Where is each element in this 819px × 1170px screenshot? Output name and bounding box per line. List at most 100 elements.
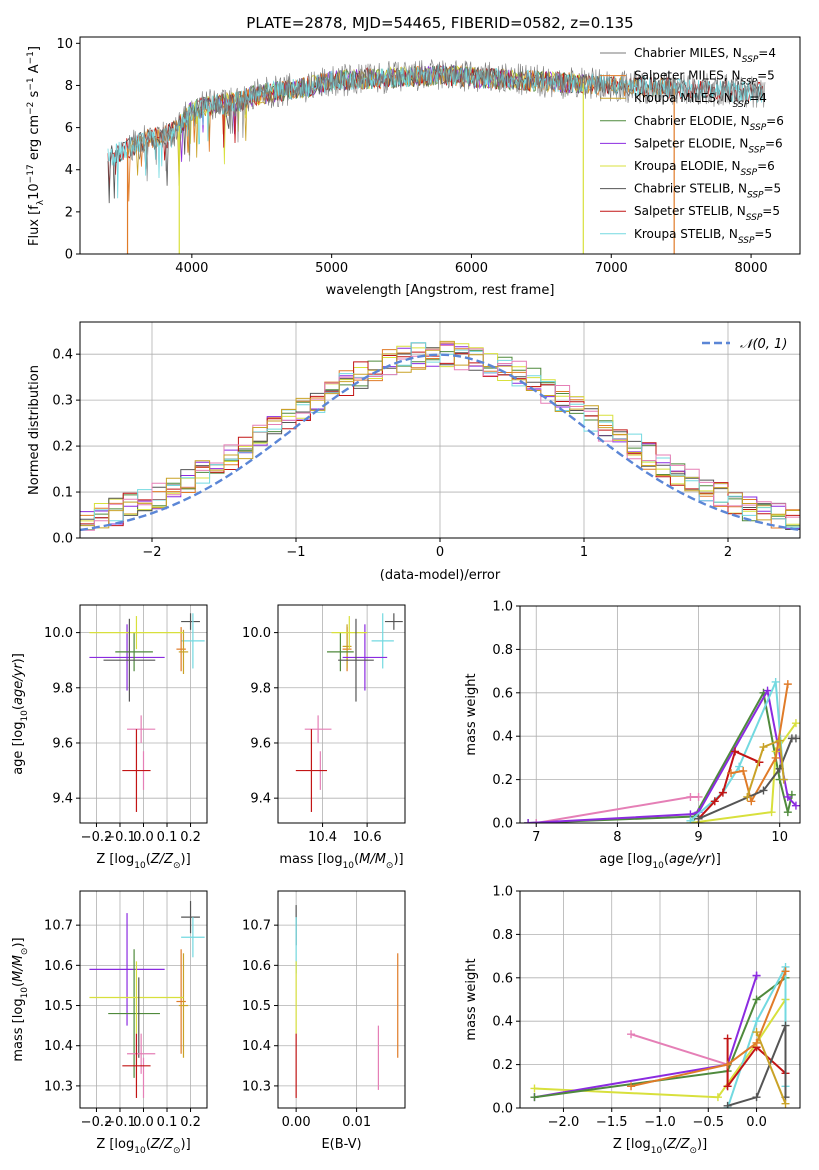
x-tick-label: −0.2 [81, 1115, 113, 1130]
label-part: Z/Z [150, 852, 174, 867]
weight-marker [791, 719, 800, 728]
axes-frame [277, 604, 406, 824]
x-tick-label: 0 [436, 545, 444, 560]
x-axis-label: mass [log10(M/M⊙)] [279, 852, 403, 871]
x-tick-label: −0.5 [692, 1115, 724, 1130]
y-tick-label: 1.0 [492, 885, 513, 900]
x-tick-label: 0.0 [746, 1115, 767, 1130]
x-axis-label: (data-model)/error [380, 568, 501, 583]
y-tick-label: 10.6 [44, 959, 73, 974]
plot-area [295, 905, 399, 1098]
y-axis-label: Normed distribution [27, 365, 42, 495]
weight-marker [771, 677, 780, 686]
x-tick-label: 10.6 [353, 830, 382, 845]
weight-marker [735, 762, 744, 771]
label-part: =5 [757, 69, 775, 83]
y-tick-label: 10.3 [44, 1079, 73, 1094]
label-part: age [log [11, 722, 26, 775]
label-part: ⊙ [689, 1146, 697, 1156]
spectrum-line-chab_stelib [107, 64, 763, 204]
x-axis-label: wavelength [Angstrom, rest frame] [326, 283, 555, 298]
weight-marker [771, 753, 780, 762]
label-part: 10 [20, 987, 30, 999]
x-tick-label: 0.0 [133, 1115, 154, 1130]
weight-line-salp_elodie [534, 975, 758, 1099]
y-axis-label: mass weight [464, 958, 479, 1040]
label-part: mass [log [11, 998, 26, 1061]
x-tick-label: 0.1 [157, 830, 178, 845]
weight-marker [718, 788, 727, 797]
y-tick-label: 0 [65, 248, 73, 263]
x-tick-label: −0.1 [104, 830, 136, 845]
label-part: SSP [750, 123, 767, 133]
label-part: s [27, 90, 42, 101]
label-part: A [27, 64, 42, 77]
legend-label: Salpeter STELIB, NSSP=5 [634, 204, 780, 223]
legend-label: Kroupa STELIB, NSSP=5 [634, 227, 772, 246]
plot-area [295, 613, 403, 812]
y-tick-label: 0.0 [492, 1102, 513, 1117]
label-part: −1 [26, 51, 36, 64]
weight-marker [747, 797, 756, 806]
weight-marker [723, 1082, 732, 1091]
legend-label: Salpeter MILES, NSSP=5 [634, 69, 775, 88]
legend-label: Chabrier ELODIE, NSSP=6 [634, 114, 784, 133]
x-tick-label: 0.2 [180, 1115, 201, 1130]
label-part: erg cm [27, 115, 42, 164]
weight-marker [752, 1093, 761, 1102]
x-tick-label: 10 [771, 830, 788, 845]
x-tick-label: −1.5 [596, 1115, 628, 1130]
y-tick-label: 10.4 [242, 1039, 271, 1054]
label-part: Z [log [613, 1137, 651, 1152]
label-part: 10 [134, 1146, 146, 1156]
label-part: Salpeter MILES, N [634, 69, 741, 83]
label-part: 10 [652, 861, 664, 871]
spectrum-line-krou_stelib [107, 64, 763, 199]
y-axis-label: age [log10(age/yr)] [11, 653, 30, 775]
weight-marker [723, 1034, 732, 1043]
label-part: −1 [26, 77, 36, 90]
y-tick-label: 4 [65, 163, 73, 178]
y-tick-label: 9.8 [250, 681, 271, 696]
weight-line-krou_miles [755, 1031, 787, 1105]
weight-marker [767, 808, 776, 817]
weight-marker [686, 792, 695, 801]
weight-marker [752, 1017, 761, 1026]
x-tick-label: −0.1 [104, 1115, 136, 1130]
label-part: )] [181, 852, 191, 867]
x-axis-label: Z [log10(Z/Z⊙)] [96, 1137, 190, 1156]
y-tick-label: 6 [65, 121, 73, 136]
label-part: =6 [766, 114, 784, 128]
label-part: )] [393, 852, 403, 867]
label-part: ( [664, 852, 669, 867]
label-part: 10 [27, 183, 42, 200]
label-part: =6 [757, 159, 775, 173]
label-part: E(B-V) [321, 1137, 361, 1152]
label-part: =4 [749, 91, 767, 105]
y-tick-label: 0.4 [52, 348, 73, 363]
y-axis-label: mass [log10(M/M⊙)] [11, 937, 30, 1061]
label-part: λ [36, 199, 46, 205]
axes-mass_vs_ebv: 0.00 0.01 10.3 10.4 10.5 10.6 10.7 [242, 890, 406, 1130]
weight-line-krou_miles [746, 739, 785, 798]
weight-marker [530, 1084, 539, 1093]
label-part: SSP [748, 145, 765, 155]
chart-title: PLATE=2878, MJD=54465, FIBERID=0582, z=0… [246, 14, 633, 32]
y-tick-label: 0.0 [492, 817, 513, 832]
label-part: −2 [26, 102, 36, 115]
weight-marker [783, 792, 792, 801]
y-tick-label: 0.8 [492, 928, 513, 943]
weight-marker [532, 819, 541, 823]
weight-line-salp_miles [630, 970, 787, 1088]
y-tick-label: 9.4 [52, 792, 73, 807]
label-part: ( [146, 1137, 151, 1152]
weight-line-chab_stelib [727, 1025, 787, 1107]
plot-area [107, 59, 766, 254]
x-tick-label: −2.0 [548, 1115, 580, 1130]
x-tick-label: 5000 [315, 261, 348, 276]
label-part: age [log [599, 852, 652, 867]
x-tick-label: 8000 [735, 261, 768, 276]
y-tick-label: 10.0 [44, 626, 73, 641]
